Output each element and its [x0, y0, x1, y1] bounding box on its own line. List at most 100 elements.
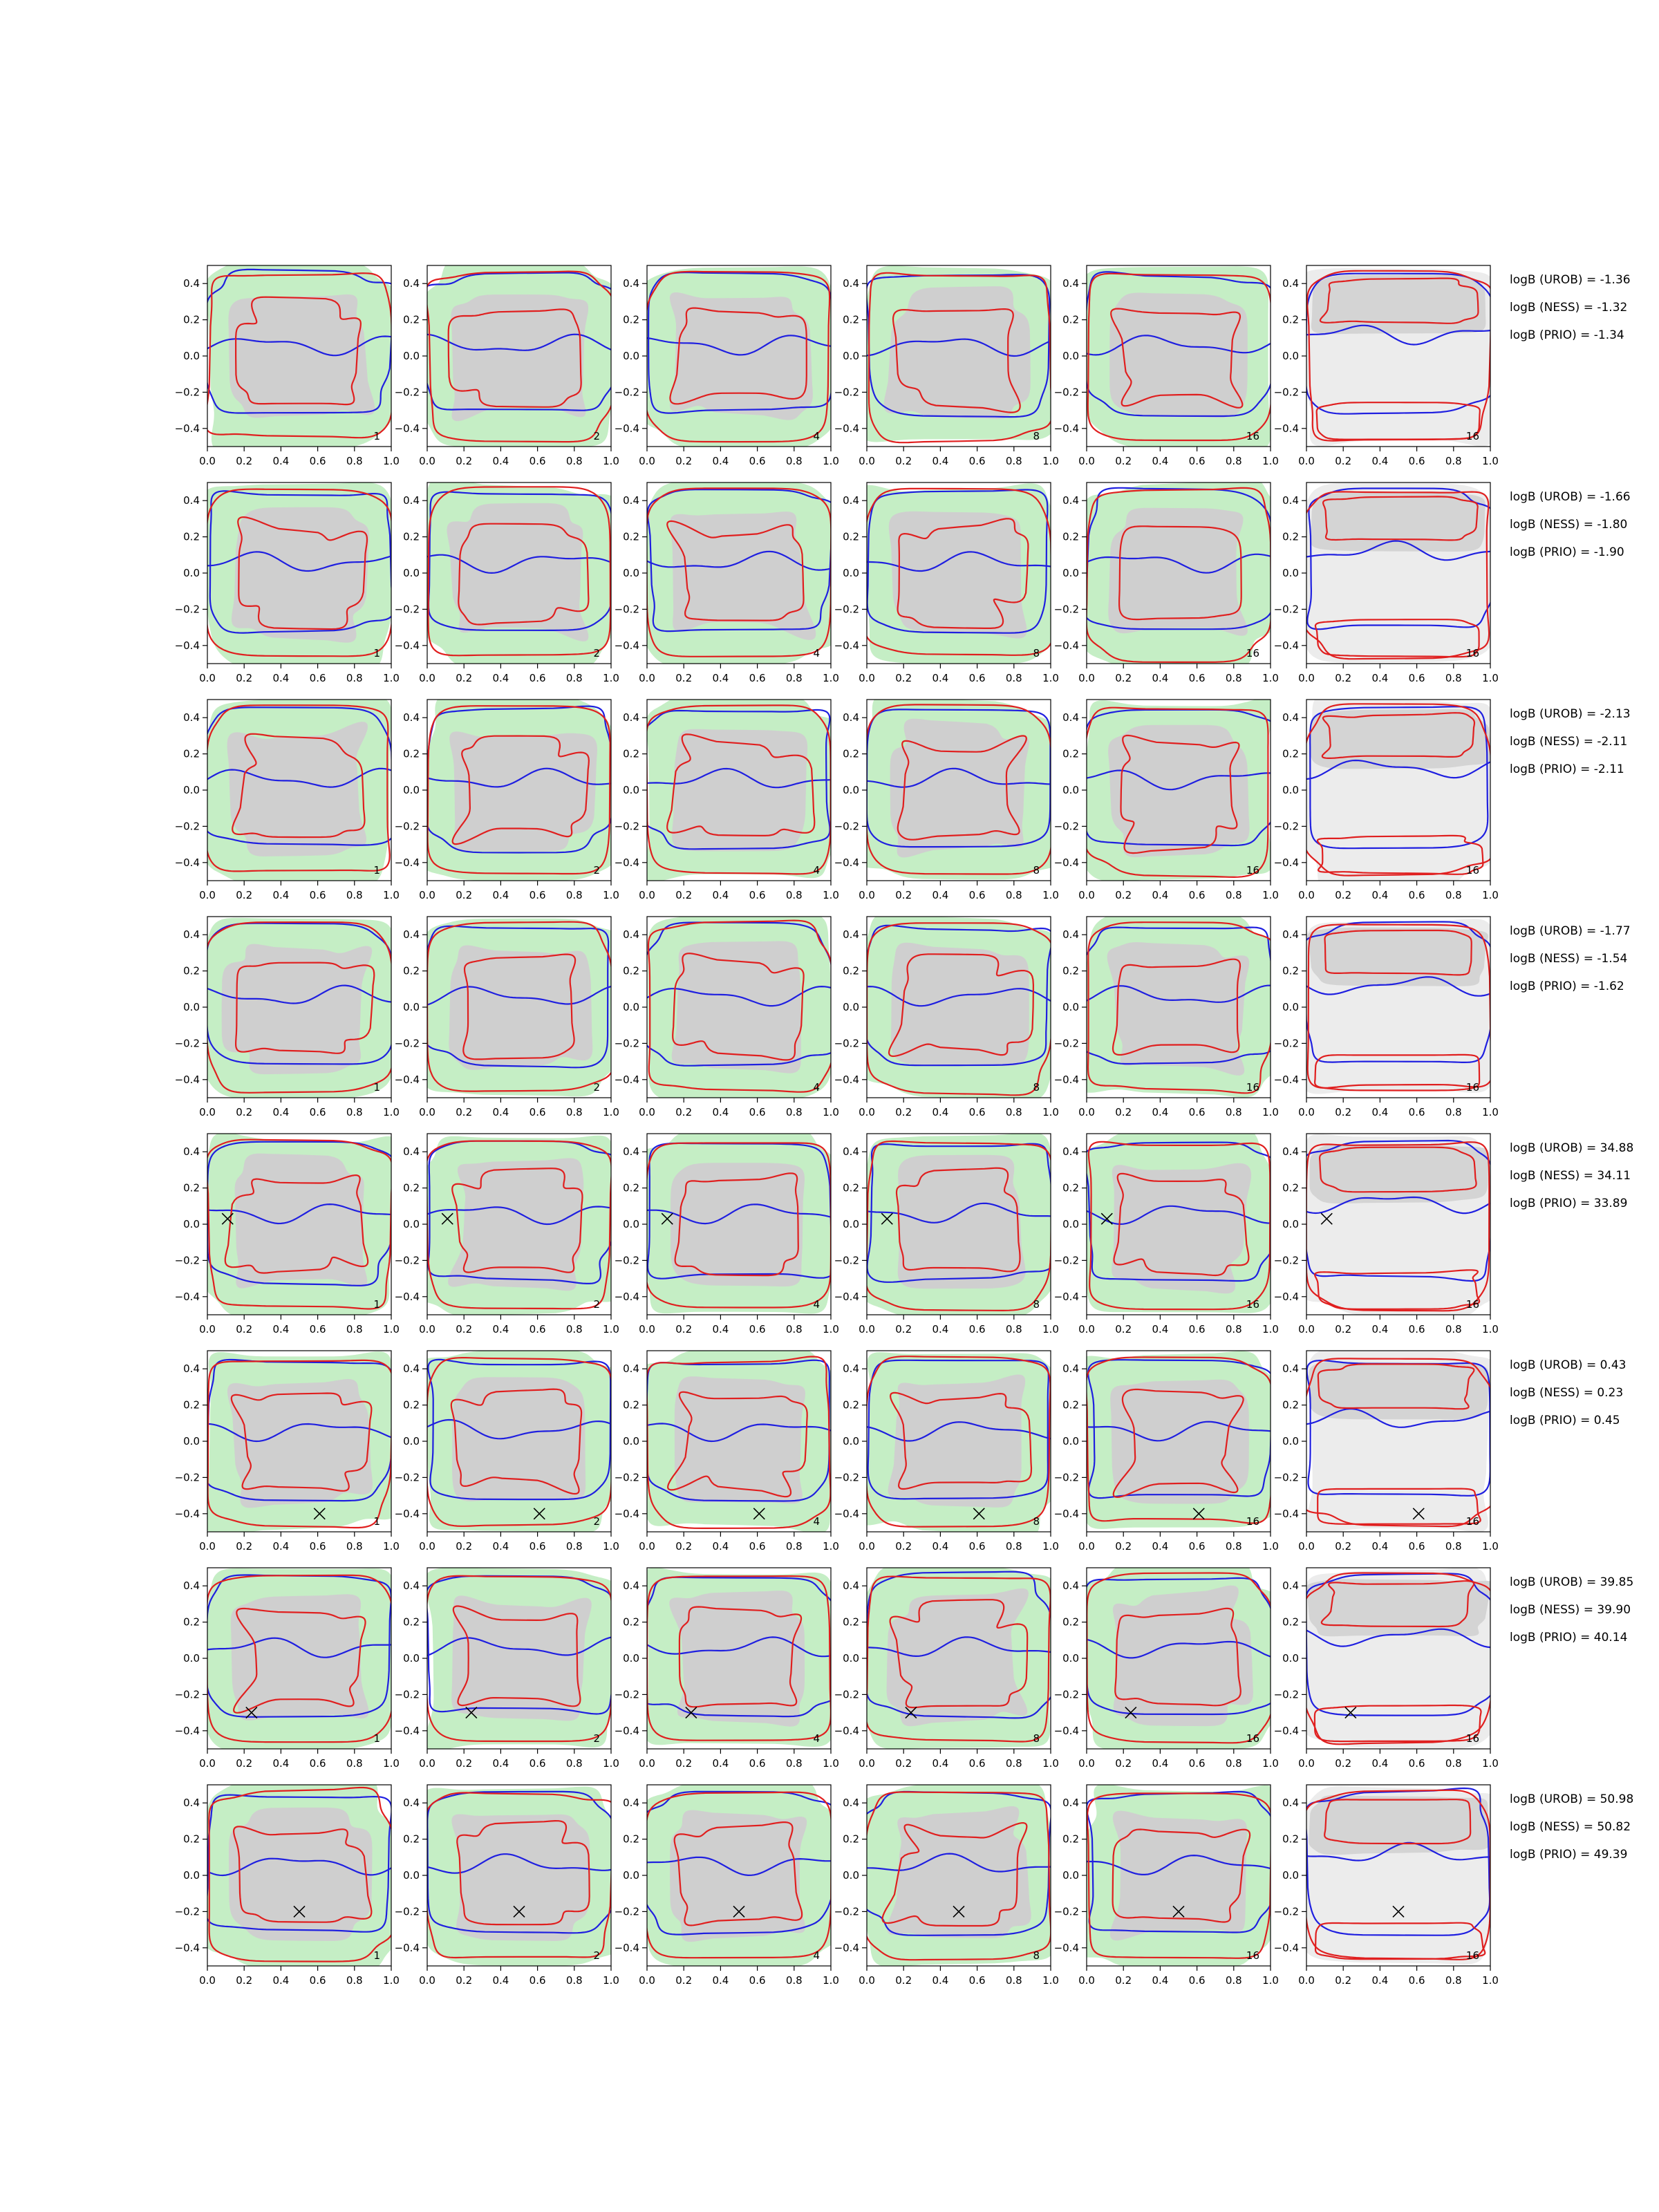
contour-red-inner — [897, 735, 1027, 841]
x-tick-label: 0.2 — [675, 1323, 692, 1335]
x-tick-label: 0.6 — [749, 1106, 766, 1118]
x-tick-label: 0.0 — [1078, 1540, 1095, 1553]
x-tick-label: 0.0 — [639, 1540, 655, 1553]
x-tick-label: 0.6 — [529, 1106, 546, 1118]
x-tick-label: 1.0 — [1042, 1106, 1059, 1118]
marker-x — [881, 1212, 893, 1225]
x-tick-label: 0.2 — [236, 1540, 252, 1553]
y-tick-label: −0.4 — [834, 1725, 859, 1737]
y-tick-label: −0.2 — [395, 1688, 420, 1700]
panel-r2-c4: 0.0 0.2 0.4 0.6 0.8 1.0 −0.4 −0.2 0.0 0.2 0.4 8 — [834, 482, 1059, 684]
y-tick-label: −0.4 — [175, 422, 200, 435]
x-tick-label: 0.0 — [639, 1106, 655, 1118]
contour-red-inner — [1320, 1580, 1475, 1628]
y-tick-label: −0.4 — [1274, 1942, 1299, 1954]
contour-red-inner — [1110, 308, 1244, 409]
y-tick-label: −0.4 — [175, 1725, 200, 1737]
x-tick-label: 0.4 — [272, 1974, 289, 1987]
marker-x — [513, 1905, 525, 1918]
y-tick-label: −0.4 — [1054, 422, 1079, 435]
x-tick-label: 0.2 — [1115, 672, 1132, 684]
y-tick-label: −0.4 — [175, 1074, 200, 1086]
panel-r7-c4: 0.0 0.2 0.4 0.6 0.8 1.0 −0.4 −0.2 0.0 0.2 0.4 8 — [834, 1567, 1059, 1770]
y-tick-label: 0.2 — [403, 1399, 420, 1412]
contour-blue-inner — [1087, 1421, 1271, 1442]
y-tick-label: 0.4 — [843, 494, 859, 507]
contour-red-inner — [224, 1174, 369, 1274]
logb-annotation: logB (PRIO) = 0.45 — [1510, 1414, 1620, 1427]
contour-red-outer — [207, 1574, 391, 1743]
marker-x — [533, 1508, 545, 1520]
y-tick-label: 0.0 — [183, 1435, 200, 1447]
y-tick-label: 0.2 — [1282, 1399, 1299, 1412]
y-tick-label: 0.4 — [1282, 1580, 1299, 1592]
panel-label: 8 — [1033, 1732, 1040, 1745]
y-tick-label: 0.0 — [1282, 567, 1299, 579]
density-inner — [888, 1374, 1026, 1508]
x-tick-label: 0.4 — [272, 1323, 289, 1335]
x-tick-label: 0.4 — [492, 672, 509, 684]
y-tick-label: 0.2 — [403, 1616, 420, 1629]
y-tick-label: 0.0 — [183, 784, 200, 796]
marker-x — [465, 1707, 478, 1719]
panel-label: 2 — [593, 1298, 600, 1311]
contour-red-outer — [1306, 703, 1490, 877]
contour-blue-inner — [1306, 976, 1490, 997]
x-tick-label: 0.8 — [1226, 889, 1242, 901]
logb-annotation: logB (NESS) = 0.23 — [1510, 1386, 1623, 1400]
y-tick-label: −0.4 — [175, 639, 200, 652]
x-tick-label: 0.6 — [749, 672, 766, 684]
x-tick-label: 0.8 — [1445, 672, 1462, 684]
panel-r5-c2: 0.0 0.2 0.4 0.6 0.8 1.0 −0.4 −0.2 0.0 0.2 0.4 2 — [395, 1133, 619, 1335]
x-tick-label: 0.2 — [456, 1540, 472, 1553]
contour-red-lower — [1313, 1053, 1481, 1091]
x-tick-label: 0.2 — [675, 1974, 692, 1987]
density-inner — [449, 731, 597, 852]
contour-blue-outer — [647, 488, 831, 632]
x-tick-label: 0.4 — [272, 889, 289, 901]
y-tick-label: 0.2 — [183, 1182, 200, 1194]
y-tick-label: −0.4 — [615, 1942, 639, 1954]
contour-blue-inner — [427, 1206, 611, 1226]
logb-annotation: logB (PRIO) = 33.89 — [1510, 1197, 1627, 1210]
marker-x — [1392, 1905, 1405, 1918]
contour-blue-inner — [1306, 540, 1490, 561]
y-tick-label: −0.2 — [834, 1037, 859, 1049]
y-tick-label: 0.4 — [1062, 1362, 1079, 1375]
panel-r4-c6: 0.0 0.2 0.4 0.6 0.8 1.0 −0.4 −0.2 0.0 0.2 0.4 16 — [1274, 916, 1499, 1118]
x-tick-label: 0.8 — [346, 455, 363, 467]
contour-red-inner — [237, 516, 368, 630]
y-tick-label: −0.4 — [175, 1508, 200, 1520]
logb-annotation: logB (PRIO) = 40.14 — [1510, 1631, 1627, 1644]
panel-label: 1 — [373, 1081, 380, 1094]
y-tick-label: 0.2 — [403, 965, 420, 977]
logb-annotation: logB (UROB) = 50.98 — [1510, 1792, 1633, 1806]
contour-red-inner — [892, 308, 1021, 413]
y-tick-label: −0.4 — [395, 1074, 420, 1086]
y-tick-label: 0.2 — [183, 1616, 200, 1629]
y-tick-label: −0.4 — [1274, 856, 1299, 869]
density-inner — [669, 1591, 805, 1727]
x-tick-label: 0.6 — [749, 889, 766, 901]
panel-r1-c6: 0.0 0.2 0.4 0.6 0.8 1.0 −0.4 −0.2 0.0 0.2 0.4 16 — [1274, 265, 1499, 467]
y-tick-label: 0.0 — [623, 784, 639, 796]
density-inner — [1310, 709, 1490, 769]
x-tick-label: 0.2 — [1335, 1323, 1351, 1335]
marker-x — [973, 1508, 985, 1520]
x-tick-label: 0.6 — [529, 455, 546, 467]
contour-red-inner — [1322, 496, 1479, 541]
density-inner — [670, 512, 816, 640]
x-tick-label: 0.0 — [1078, 1106, 1095, 1118]
y-tick-label: 0.4 — [623, 277, 639, 290]
y-tick-label: 0.4 — [1062, 277, 1079, 290]
y-tick-label: −0.2 — [395, 820, 420, 832]
contour-red-outer — [647, 1142, 831, 1309]
x-tick-label: 0.0 — [639, 889, 655, 901]
y-tick-label: 0.0 — [1282, 1652, 1299, 1665]
x-tick-label: 0.0 — [419, 1540, 435, 1553]
y-tick-label: 0.0 — [1282, 1435, 1299, 1447]
x-tick-label: 0.6 — [969, 1540, 986, 1553]
contour-blue-outer — [207, 922, 391, 1065]
y-tick-label: −0.2 — [175, 1471, 200, 1483]
